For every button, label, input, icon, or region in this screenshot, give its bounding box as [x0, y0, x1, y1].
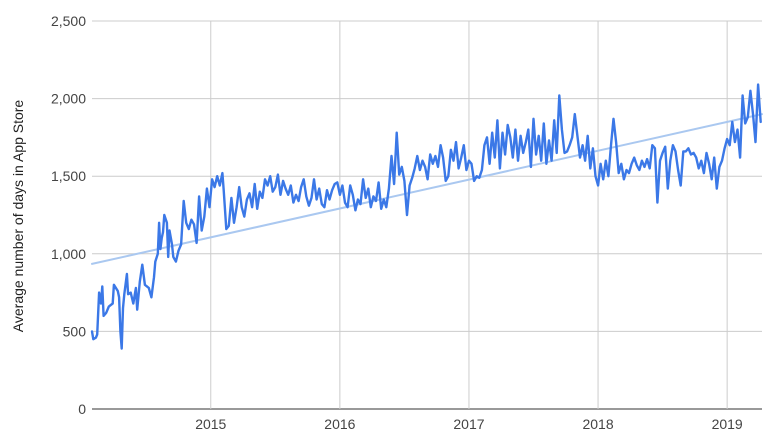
x-tick-label: 2016 [324, 416, 355, 432]
x-tick-label: 2019 [712, 416, 743, 432]
x-tick-label: 2017 [453, 416, 484, 432]
gridlines [92, 20, 762, 410]
y-tick-label: 2,500 [51, 13, 86, 29]
y-tick-label: 2,000 [51, 91, 86, 107]
x-tick-label: 2015 [195, 416, 226, 432]
series-line [90, 83, 762, 350]
x-tick-label: 2018 [582, 416, 613, 432]
y-tick-label: 500 [63, 323, 87, 339]
y-tick-label: 0 [78, 401, 86, 417]
y-tick-label: 1,500 [51, 168, 86, 184]
tick-labels: 0 500 1,000 1,500 2,000 2,500 2015 2016 2017 2018… [51, 13, 743, 432]
series-layer [90, 83, 763, 350]
y-tick-label: 1,000 [51, 246, 86, 262]
trendline [91, 113, 763, 265]
y-axis-label: Average number of days in App Store [10, 100, 26, 333]
